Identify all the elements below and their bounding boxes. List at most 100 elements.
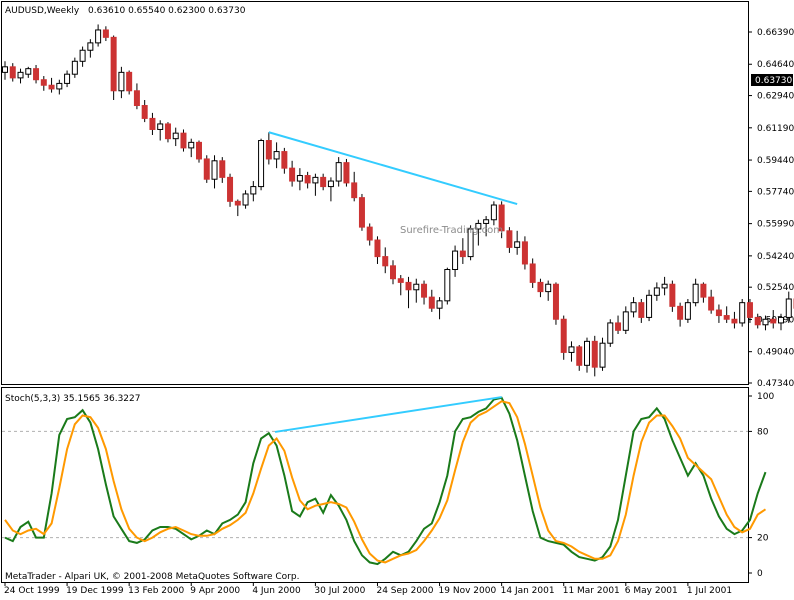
current-price-label: 0.63730 bbox=[755, 76, 792, 86]
candle-down bbox=[33, 68, 40, 81]
candle-up bbox=[71, 60, 78, 75]
candle-up bbox=[475, 222, 482, 230]
candle-down bbox=[591, 340, 598, 368]
candle-down bbox=[196, 141, 202, 160]
time-tick-label: 11 Mar 2001 bbox=[563, 586, 620, 596]
candle-up bbox=[778, 316, 784, 324]
candle-up bbox=[630, 302, 637, 313]
stoch-series bbox=[4, 396, 767, 566]
candle-down bbox=[770, 318, 777, 324]
candle-down bbox=[537, 281, 544, 293]
stoch-tick-label: 0 bbox=[757, 569, 763, 579]
candle-up bbox=[95, 29, 102, 44]
price-tick-label: 0.57740 bbox=[757, 187, 794, 197]
price-tick-label: 0.64640 bbox=[757, 60, 794, 70]
candle-up bbox=[17, 71, 24, 79]
price-tick-label: 0.49040 bbox=[757, 348, 794, 358]
candle-up bbox=[188, 141, 195, 149]
time-tick-label: 19 Nov 2000 bbox=[439, 586, 497, 596]
ohlc-header: 0.63610 0.65540 0.62300 0.63730 bbox=[88, 6, 246, 16]
watermark: Surefire-Trading.com bbox=[400, 225, 503, 236]
candle-down bbox=[521, 241, 528, 265]
candle-up bbox=[2, 66, 8, 73]
candle-up bbox=[296, 175, 303, 182]
candle-down bbox=[428, 296, 435, 309]
candle-up bbox=[327, 180, 334, 188]
time-tick-label: 4 Jun 2000 bbox=[252, 586, 301, 596]
candle-down bbox=[265, 140, 272, 160]
candle-down bbox=[164, 123, 171, 140]
candle-up bbox=[467, 228, 474, 258]
candle-down bbox=[723, 315, 730, 320]
candle-up bbox=[483, 219, 490, 224]
stoch-title: Stoch(5,3,3) 35.1565 36.3227 bbox=[5, 394, 140, 404]
price-tick-label: 0.52540 bbox=[757, 283, 794, 293]
candle-down bbox=[9, 66, 16, 79]
chart-title: AUDUSD,Weekly bbox=[5, 6, 80, 16]
time-tick-label: 24 Sep 2000 bbox=[376, 586, 433, 596]
candle-up bbox=[490, 204, 497, 221]
candle-down bbox=[180, 132, 187, 149]
candle-up bbox=[87, 42, 94, 51]
candle-up bbox=[622, 311, 629, 331]
candle-down bbox=[638, 302, 645, 318]
time-tick-label: 19 Dec 1999 bbox=[66, 586, 124, 596]
stoch-tick-label: 100 bbox=[757, 392, 774, 402]
candle-down bbox=[529, 263, 536, 283]
candle-down bbox=[374, 239, 381, 258]
time-tick-label: 1 Jul 2001 bbox=[687, 586, 732, 596]
candle-down bbox=[615, 322, 622, 331]
candle-up bbox=[584, 340, 590, 366]
candle-down bbox=[40, 79, 47, 86]
candle-up bbox=[211, 160, 218, 180]
stoch-trendline bbox=[274, 396, 502, 433]
candle-up bbox=[242, 193, 249, 206]
price-tick-label: 0.62940 bbox=[757, 92, 794, 102]
candle-up bbox=[436, 300, 443, 309]
time-tick-label: 30 Jul 2000 bbox=[314, 586, 365, 596]
candle-down bbox=[405, 281, 412, 291]
candle-up bbox=[739, 302, 746, 324]
candle-up bbox=[646, 294, 653, 318]
candlestick-series bbox=[2, 24, 794, 377]
candle-down bbox=[289, 167, 296, 182]
candle-up bbox=[25, 68, 32, 75]
candle-up bbox=[118, 71, 125, 92]
stoch-axis: 100 80 20 0 bbox=[748, 392, 774, 579]
time-tick-label: 14 Jan 2001 bbox=[501, 586, 555, 596]
stoch-tick-label: 20 bbox=[757, 534, 769, 544]
current-price-marker: 0.63730 bbox=[751, 74, 793, 86]
candle-down bbox=[708, 296, 715, 311]
candle-up bbox=[312, 176, 319, 184]
candle-up bbox=[514, 241, 521, 248]
time-axis: 24 Oct 1999 19 Dec 1999 13 Feb 2000 9 Apr 2… bbox=[4, 582, 732, 596]
candle-down bbox=[102, 29, 109, 38]
candle-down bbox=[754, 316, 761, 326]
stoch-tick-label: 80 bbox=[757, 427, 769, 437]
candle-down bbox=[141, 105, 148, 119]
candle-up bbox=[64, 73, 71, 84]
time-tick-label: 9 Apr 2000 bbox=[190, 586, 240, 596]
candle-down bbox=[390, 265, 396, 280]
price-tick-label: 0.47340 bbox=[757, 379, 794, 389]
footer-copyright: MetaTrader - Alpari UK, © 2001-2008 Meta… bbox=[5, 572, 299, 582]
candle-down bbox=[281, 151, 288, 169]
price-tick-label: 0.54240 bbox=[757, 252, 794, 262]
candle-up bbox=[599, 342, 606, 368]
time-tick-label: 13 Feb 2000 bbox=[128, 586, 184, 596]
candle-up bbox=[762, 318, 769, 326]
candle-down bbox=[351, 182, 358, 199]
candle-up bbox=[653, 287, 660, 296]
candle-down bbox=[421, 283, 428, 298]
candle-down bbox=[358, 197, 365, 228]
candle-up bbox=[172, 132, 179, 140]
price-tick-label: 0.61190 bbox=[757, 124, 794, 134]
candle-down bbox=[110, 36, 117, 92]
candle-down bbox=[320, 176, 327, 188]
candle-up bbox=[258, 140, 265, 188]
candle-up bbox=[335, 162, 342, 182]
trendlines bbox=[268, 131, 518, 433]
candle-down bbox=[366, 226, 373, 241]
candle-up bbox=[545, 283, 552, 293]
